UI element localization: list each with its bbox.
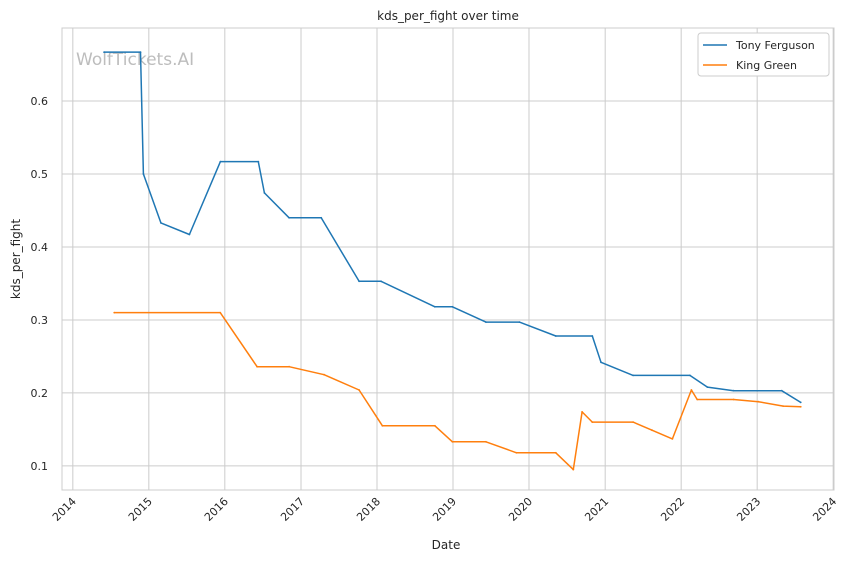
data-point [554,335,557,337]
data-point [451,305,454,308]
data-point [780,389,783,392]
data-point [434,305,436,308]
watermark: WolfTickets.AI [76,50,194,70]
x-tick-label: 2021 [582,495,611,524]
data-point [632,421,634,423]
y-tick-label: 0.3 [31,314,49,327]
data-point [671,438,674,440]
data-point [757,400,760,403]
data-point [257,160,260,163]
data-point [256,365,258,368]
data-point [485,321,487,323]
data-point [600,361,602,364]
data-point [572,468,575,471]
data-point [632,374,634,377]
data-point [139,51,142,53]
legend-label-1: King Green [736,59,797,72]
data-point [323,373,325,376]
legend: Tony Ferguson King Green [697,32,830,77]
x-tick-label: 2018 [354,495,383,524]
data-point [782,405,785,407]
data-point [515,451,518,454]
legend-label-0: Tony Ferguson [735,39,815,52]
chart-title: kds_per_fight over time [377,9,519,23]
x-tick-label: 2017 [278,495,307,524]
x-tick-label: 2014 [50,495,79,524]
x-tick-label: 2016 [202,495,231,524]
series-line-1 [113,311,802,471]
y-tick-label: 0.5 [31,168,49,181]
data-point [518,321,521,323]
data-point [732,389,735,392]
data-point [434,424,436,427]
y-tick-label: 0.6 [31,95,49,108]
x-tick-labels: 2014 2015 2016 2017 2018 2019 2020 2021 2022 2023… [50,495,839,524]
data-point [706,386,709,388]
data-point [581,411,583,413]
data-point [591,421,594,423]
data-point [381,424,384,427]
y-axis-title: kds_per_fight [9,219,23,300]
x-tick-label: 2020 [506,495,535,524]
data-point [288,216,290,219]
data-point [651,429,653,432]
data-point [689,374,691,377]
plot-area [61,27,835,491]
data-point [554,451,557,454]
data-point [485,440,487,443]
series-layer [103,51,802,471]
x-tick-label: 2024 [810,495,839,524]
data-point [219,311,222,314]
y-tick-label: 0.4 [31,241,49,254]
data-point [591,335,594,337]
data-point [263,192,266,194]
data-point [160,222,162,224]
data-point [690,389,693,391]
x-tick-label: 2019 [430,495,459,524]
data-point [358,389,360,391]
data-point [219,160,222,163]
data-point [380,280,382,283]
x-tick-label: 2015 [126,495,155,524]
data-point [732,398,735,401]
data-point [288,365,290,368]
data-point [358,280,360,283]
data-point [188,233,191,236]
y-tick-label: 0.1 [31,460,49,473]
data-point [320,216,323,219]
y-tick-label: 0.2 [31,387,49,400]
x-tick-label: 2022 [658,495,687,524]
legend-box [697,32,830,77]
y-tick-labels: 0.1 0.2 0.3 0.4 0.5 0.6 [31,95,49,473]
data-point [451,440,454,443]
data-point [799,405,802,408]
data-point [142,173,145,175]
data-point [103,51,105,53]
data-point [113,311,116,314]
x-axis-title: Date [432,538,461,552]
data-point [799,401,802,404]
grid [62,28,834,490]
data-point [696,398,699,401]
x-tick-label: 2023 [734,495,763,524]
